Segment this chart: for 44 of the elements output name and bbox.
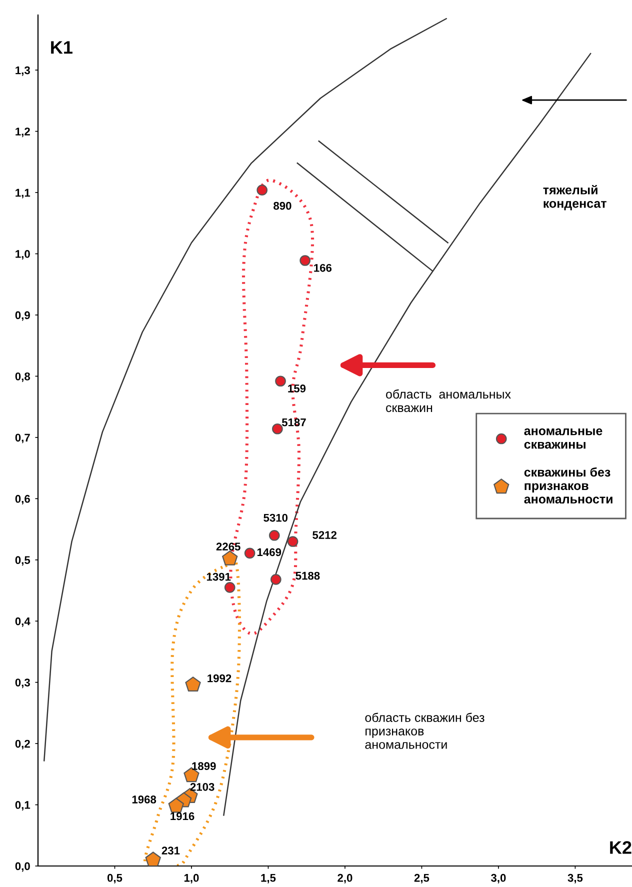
y-tick-label: 0,0: [15, 862, 30, 872]
x-tick-label: 2,5: [414, 874, 430, 884]
x-tick-label: 2,0: [338, 874, 352, 884]
annotation: 5187: [282, 418, 306, 426]
annotation: 1992: [208, 674, 232, 682]
x-tick-label: 1,5: [261, 874, 276, 884]
y-tick-label: 0,4: [15, 617, 30, 627]
y-tick-label: 1,3: [16, 66, 30, 76]
annotation: 159: [288, 384, 306, 392]
annotation: 231: [162, 846, 180, 855]
y-axis-title: K1: [51, 41, 72, 54]
y-tick-label: 0,8: [15, 372, 30, 382]
y-tick-label: 0,5: [15, 556, 30, 566]
legend-label: скважины без признаков аномальности: [524, 467, 612, 504]
y-tick-label: 0,9: [15, 311, 30, 321]
y-tick-label: 1,0: [16, 250, 30, 260]
annotation: тяжелый конденсат: [543, 184, 606, 210]
annotation: область скважин без признаков аномальности: [365, 712, 484, 749]
annotation: 5188: [296, 572, 320, 580]
annotation: 166: [314, 264, 332, 272]
x-tick-label: 3,0: [491, 874, 506, 884]
y-tick-label: 1,1: [16, 188, 30, 198]
annotation: 890: [274, 202, 292, 210]
annotation: 1899: [192, 762, 216, 770]
annotation: 2265: [216, 542, 240, 551]
annotation: 1916: [170, 812, 194, 820]
annotation: 1469: [257, 548, 282, 556]
y-tick-label: 0,2: [15, 740, 30, 750]
annotation: 1391: [206, 572, 231, 581]
annotation: 2103: [190, 782, 214, 791]
annotation: 1968: [132, 796, 156, 804]
legend-label: аномальные скважины: [524, 428, 602, 449]
x-axis-title: K2: [610, 841, 632, 854]
annotation: область аномальных скважин: [386, 389, 511, 412]
x-tick-label: 1,0: [184, 874, 199, 884]
y-tick-label: 0,3: [15, 678, 30, 688]
y-tick-label: 0,6: [15, 494, 30, 504]
y-tick-label: 0,7: [15, 434, 30, 444]
x-tick-label: 3,5: [568, 874, 583, 884]
annotation: 5212: [312, 531, 337, 539]
x-tick-label: 0,5: [107, 874, 122, 884]
y-tick-label: 1,2: [16, 128, 30, 138]
annotation: 5310: [264, 514, 288, 522]
y-tick-label: 0,1: [15, 801, 30, 811]
